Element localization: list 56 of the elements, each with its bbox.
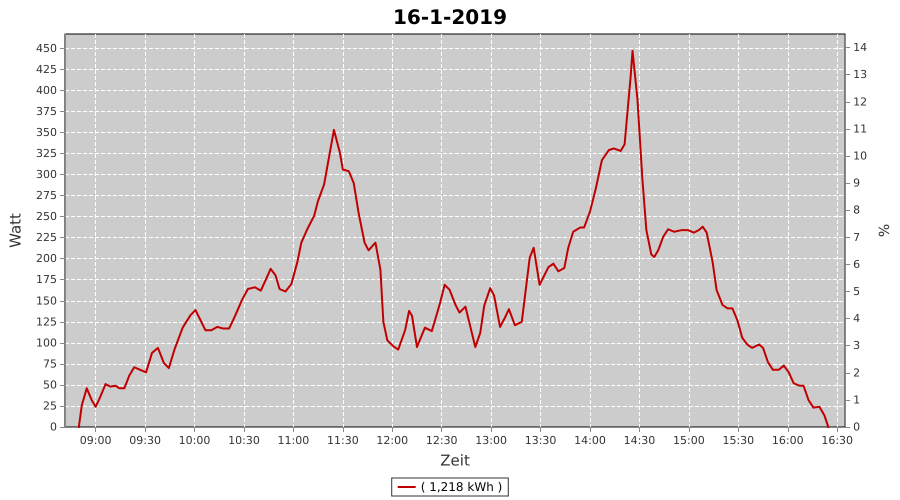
x-tick-label: 15:00: [673, 434, 705, 447]
y-tick-label: 375: [36, 104, 57, 118]
x-tick-label: 10:30: [228, 434, 260, 447]
y2-tick-label: 12: [853, 95, 868, 108]
x-tick-label: 11:30: [326, 434, 359, 447]
y-tick-label: 50: [43, 378, 57, 392]
y-tick-label: 425: [36, 62, 57, 76]
y-tick-label: 150: [36, 294, 57, 308]
x-tick-label: 09:00: [80, 434, 112, 447]
y2-tick-label: 11: [853, 122, 868, 136]
y2-tick-label: 3: [853, 339, 860, 352]
y2-tick-label: 10: [853, 149, 868, 162]
y-tick-label: 325: [36, 147, 57, 160]
x-axis-title: Zeit: [440, 452, 470, 470]
y2-tick-label: 0: [853, 420, 860, 434]
y-axis-title: Watt: [6, 212, 24, 248]
y-tick-label: 125: [36, 315, 57, 328]
y-tick-label: 275: [36, 189, 57, 202]
x-tick-label: 11:00: [278, 434, 310, 447]
x-tick-label: 12:00: [376, 434, 408, 447]
y2-tick-label: 5: [853, 284, 860, 298]
y-tick-label: 25: [43, 399, 57, 412]
y2-tick-label: 2: [853, 366, 860, 380]
y-tick-label: 450: [36, 42, 57, 55]
y-tick-label: 350: [36, 126, 57, 139]
y2-tick-label: 6: [853, 258, 860, 271]
x-tick-label: 16:00: [772, 434, 804, 447]
y-tick-label: 200: [36, 252, 57, 266]
y2-tick-label: 7: [853, 230, 860, 244]
x-tick-label: 14:00: [574, 434, 606, 447]
y-tick-label: 225: [36, 231, 57, 244]
x-tick-label: 16:30: [821, 434, 854, 447]
y-tick-label: 300: [36, 168, 57, 182]
y-tick-label: 0: [50, 420, 57, 434]
y2-tick-label: 9: [853, 176, 860, 190]
y-tick-label: 175: [36, 273, 57, 286]
x-tick-label: 12:30: [426, 434, 458, 447]
x-tick-label: 15:30: [722, 434, 754, 447]
y2-tick-label: 13: [853, 68, 868, 82]
chart-title: 16-1-2019: [392, 5, 508, 29]
legend-label: ( 1,218 kWh ): [420, 480, 502, 494]
x-tick-label: 10:00: [178, 434, 210, 447]
y2-tick-label: 8: [853, 204, 860, 217]
x-tick-label: 13:30: [524, 434, 556, 447]
line-series: [78, 50, 830, 428]
y2-tick-label: 4: [853, 312, 860, 326]
x-tick-label: 13:00: [475, 434, 507, 447]
y2-axis-title: %: [877, 224, 893, 238]
y-tick-label: 250: [36, 210, 57, 224]
y2-tick-label: 14: [853, 41, 868, 54]
y-tick-label: 75: [43, 357, 57, 370]
y-tick-label: 100: [36, 336, 57, 350]
y2-tick-label: 1: [853, 393, 860, 406]
y-tick-label: 400: [36, 84, 57, 97]
x-tick-label: 09:30: [129, 434, 161, 447]
x-tick-label: 14:30: [624, 434, 656, 447]
